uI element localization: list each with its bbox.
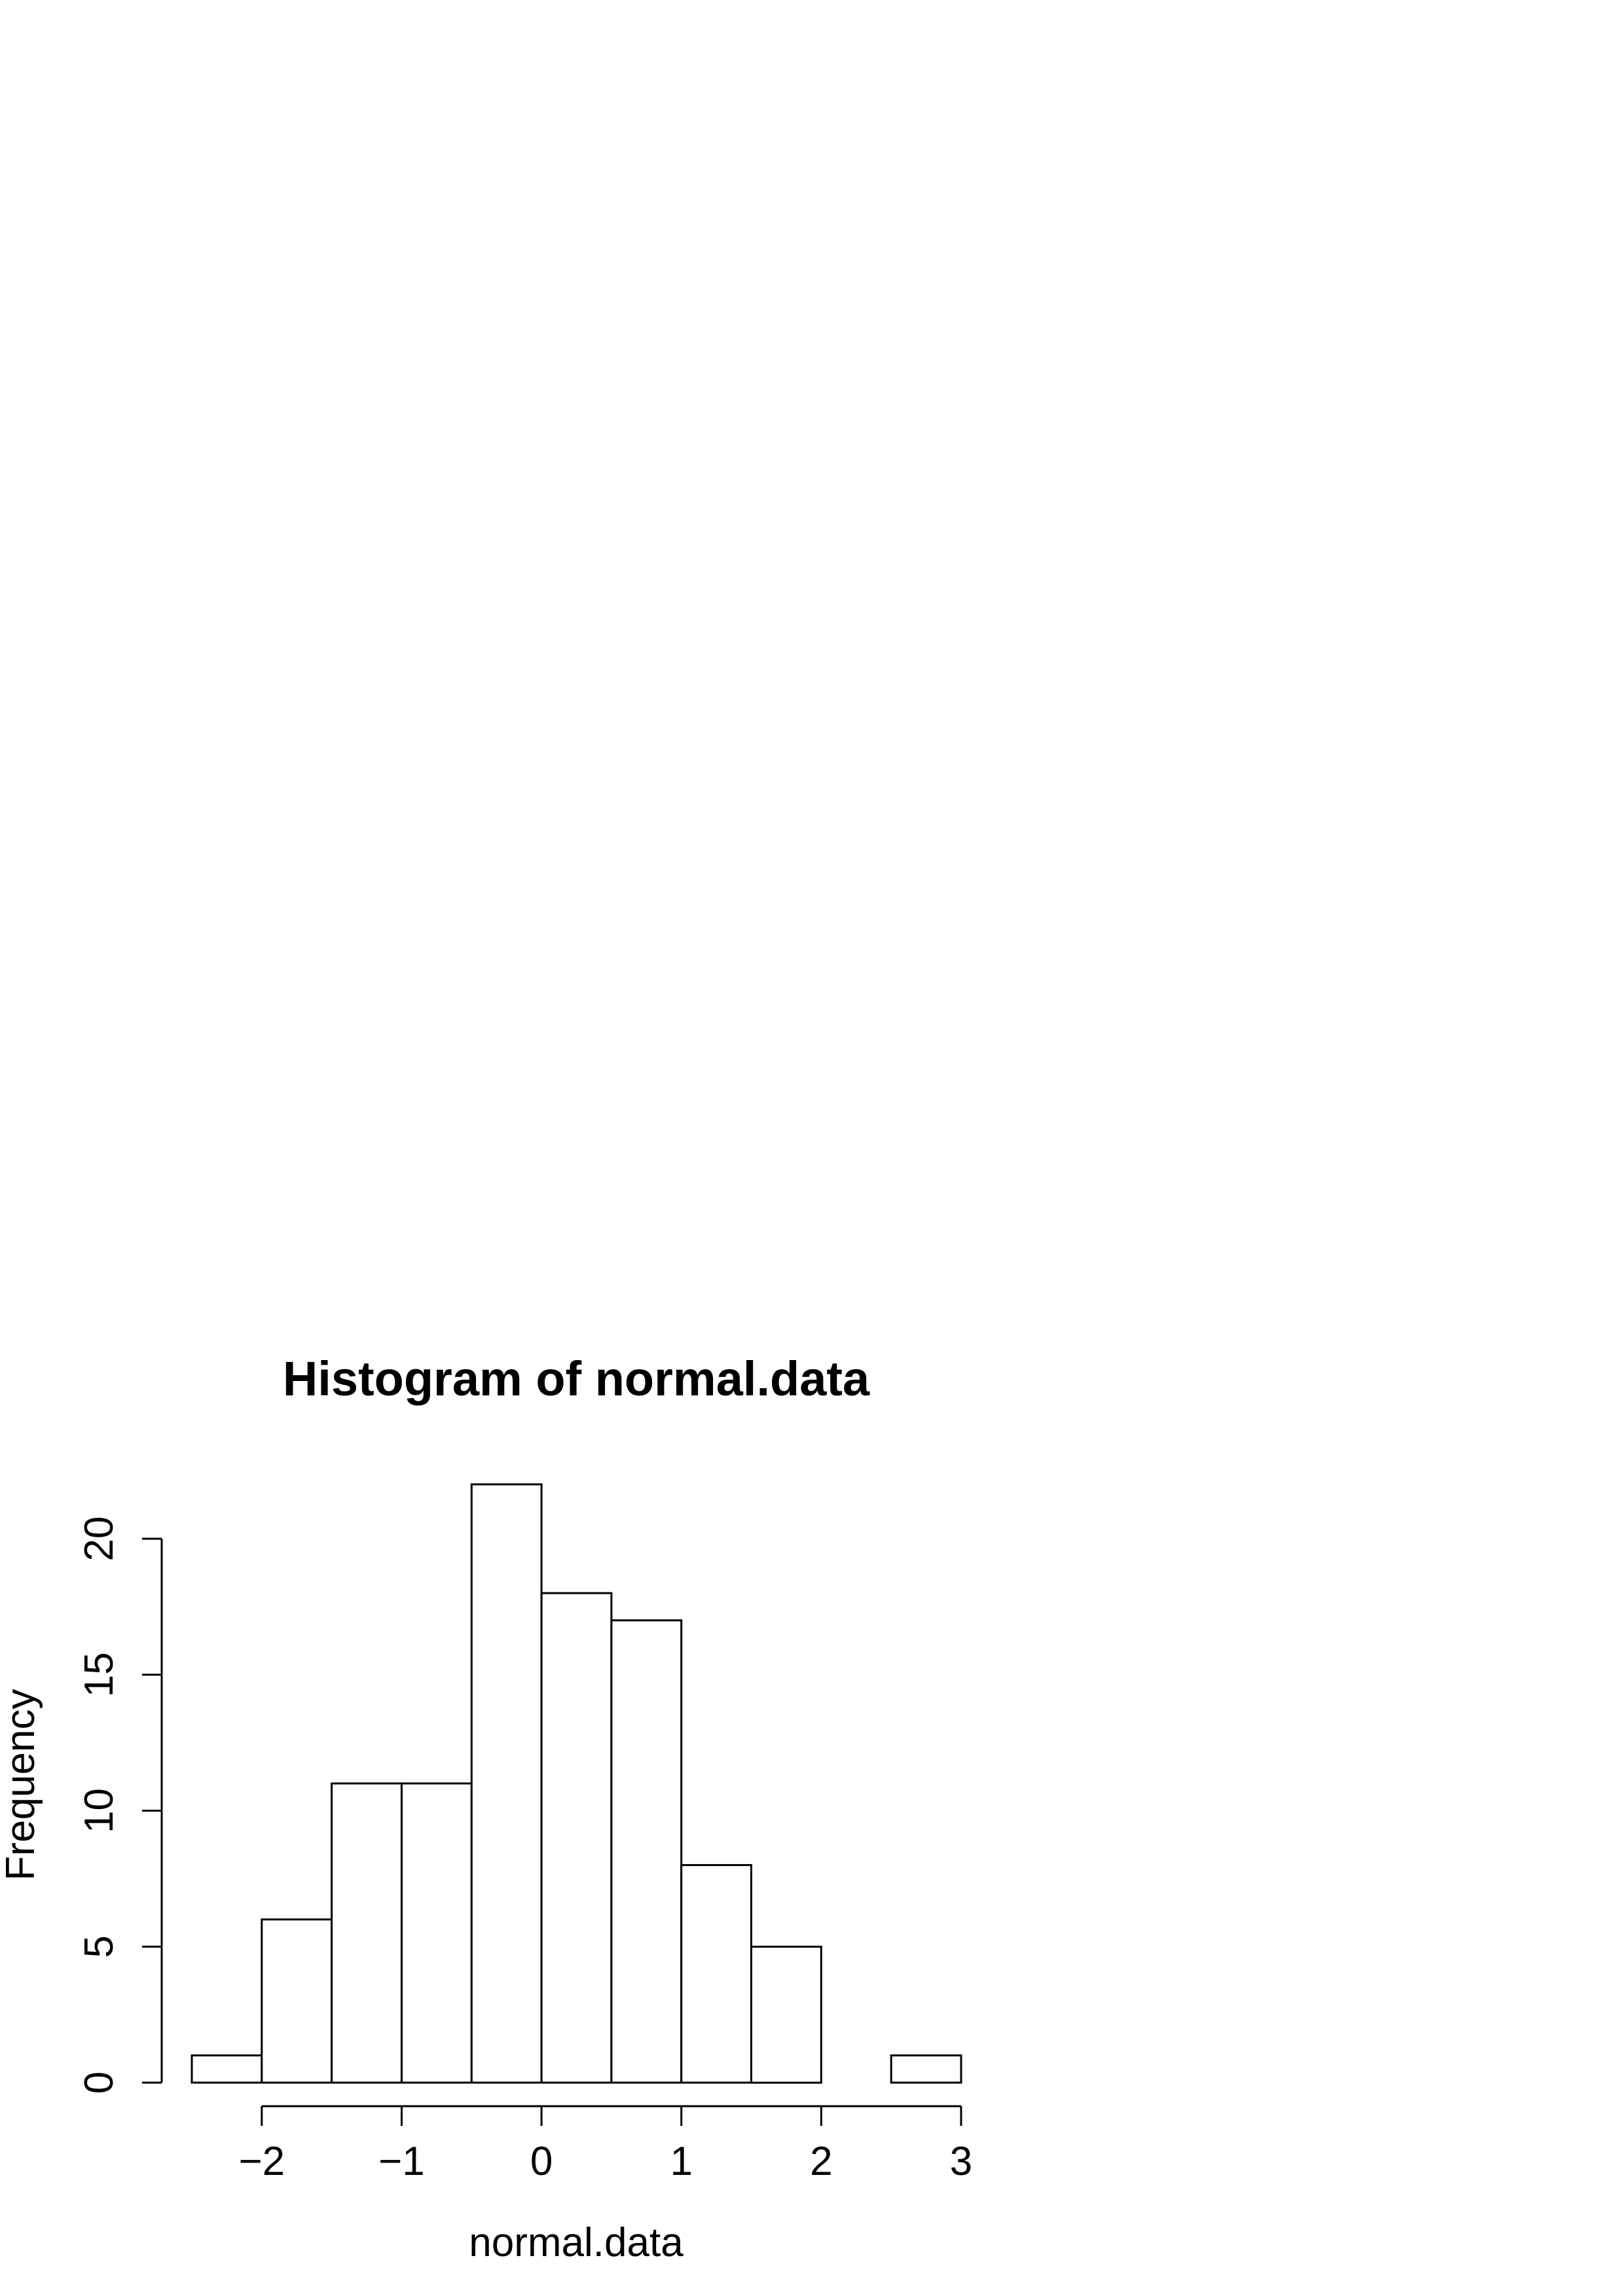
x-tick-label-4: 2: [810, 2139, 832, 2184]
y-tick-label-3: 15: [77, 1652, 122, 1697]
x-tick-label-3: 1: [670, 2139, 692, 2184]
histogram-bar-10: [890, 2054, 962, 2084]
x-tick-label-5: 3: [950, 2139, 972, 2184]
histogram-bar-5: [540, 1592, 613, 2084]
histogram-bar-7: [680, 1864, 752, 2084]
histogram-bar-2: [331, 1782, 403, 2084]
y-tick-label-4: 20: [77, 1516, 122, 1562]
histogram-bar-1: [261, 1918, 333, 2084]
histogram-bar-8: [750, 1945, 822, 2084]
y-tick-label-2: 10: [77, 1788, 122, 1833]
x-axis-label: normal.data: [469, 2220, 684, 2265]
histogram-bar-3: [401, 1782, 473, 2084]
y-tick-label-0: 0: [77, 2072, 122, 2094]
y-axis: 0 5 10 15 20: [77, 1516, 163, 2094]
histogram-bar-4: [470, 1483, 543, 2084]
histogram-bar-6: [610, 1619, 683, 2084]
chart-title: Histogram of normal.data: [283, 1352, 870, 1406]
x-axis: −2 −1 0 1 2 3: [238, 2105, 972, 2184]
x-tick-label-2: 0: [530, 2139, 553, 2184]
x-tick-label-0: −2: [238, 2139, 285, 2184]
x-tick-label-1: −1: [378, 2139, 425, 2184]
histogram-bar-0: [191, 2054, 263, 2084]
y-tick-label-1: 5: [77, 1935, 122, 1958]
y-axis-label: Frequency: [0, 1689, 43, 1881]
bars-layer: [191, 1483, 962, 2084]
